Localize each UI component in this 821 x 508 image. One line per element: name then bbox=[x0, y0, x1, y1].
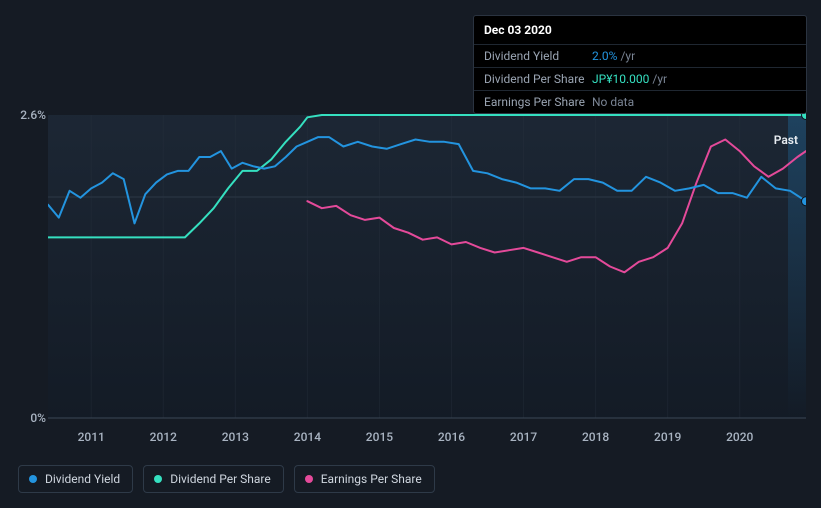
legend-item[interactable]: Dividend Yield bbox=[18, 465, 133, 493]
tooltip-row: Dividend Per ShareJP¥10.000/yr bbox=[474, 68, 806, 91]
x-tick-label: 2020 bbox=[726, 430, 753, 444]
x-tick-label: 2012 bbox=[150, 430, 177, 444]
legend-label: Dividend Per Share bbox=[170, 472, 271, 486]
legend-dot bbox=[154, 475, 162, 483]
x-tick-label: 2014 bbox=[294, 430, 321, 444]
x-tick-label: 2018 bbox=[582, 430, 609, 444]
legend: Dividend Yield Dividend Per Share Earnings… bbox=[18, 465, 435, 493]
legend-dot bbox=[305, 475, 313, 483]
tooltip-value: JP¥10.000 bbox=[592, 72, 649, 86]
x-tick-label: 2011 bbox=[78, 430, 105, 444]
y-tick-label: 2.6% bbox=[20, 108, 46, 122]
past-label: Past bbox=[774, 133, 798, 147]
tooltip-key: Dividend Per Share bbox=[484, 72, 592, 86]
tooltip-unit: /yr bbox=[620, 49, 635, 63]
tooltip-date: Dec 03 2020 bbox=[474, 16, 806, 45]
legend-label: Earnings Per Share bbox=[321, 472, 422, 486]
x-tick-label: 2015 bbox=[366, 430, 393, 444]
tooltip-row: Dividend Yield2.0%/yr bbox=[474, 45, 806, 68]
tooltip-unit: /yr bbox=[652, 72, 667, 86]
tooltip-value: 2.0% bbox=[592, 49, 617, 63]
x-tick-label: 2017 bbox=[510, 430, 537, 444]
tooltip: Dec 03 2020 Dividend Yield2.0%/yrDividen… bbox=[473, 15, 807, 114]
tooltip-row: Earnings Per ShareNo data bbox=[474, 91, 806, 113]
x-tick-label: 2019 bbox=[654, 430, 681, 444]
x-tick-label: 2013 bbox=[222, 430, 249, 444]
legend-item[interactable]: Earnings Per Share bbox=[294, 465, 435, 493]
y-tick-label: 0% bbox=[30, 411, 46, 425]
tooltip-key: Dividend Yield bbox=[484, 49, 592, 63]
legend-label: Dividend Yield bbox=[45, 472, 120, 486]
x-tick-label: 2016 bbox=[438, 430, 465, 444]
legend-dot bbox=[29, 475, 37, 483]
tooltip-key: Earnings Per Share bbox=[484, 95, 592, 109]
tooltip-value: No data bbox=[592, 95, 634, 109]
legend-item[interactable]: Dividend Per Share bbox=[143, 465, 284, 493]
